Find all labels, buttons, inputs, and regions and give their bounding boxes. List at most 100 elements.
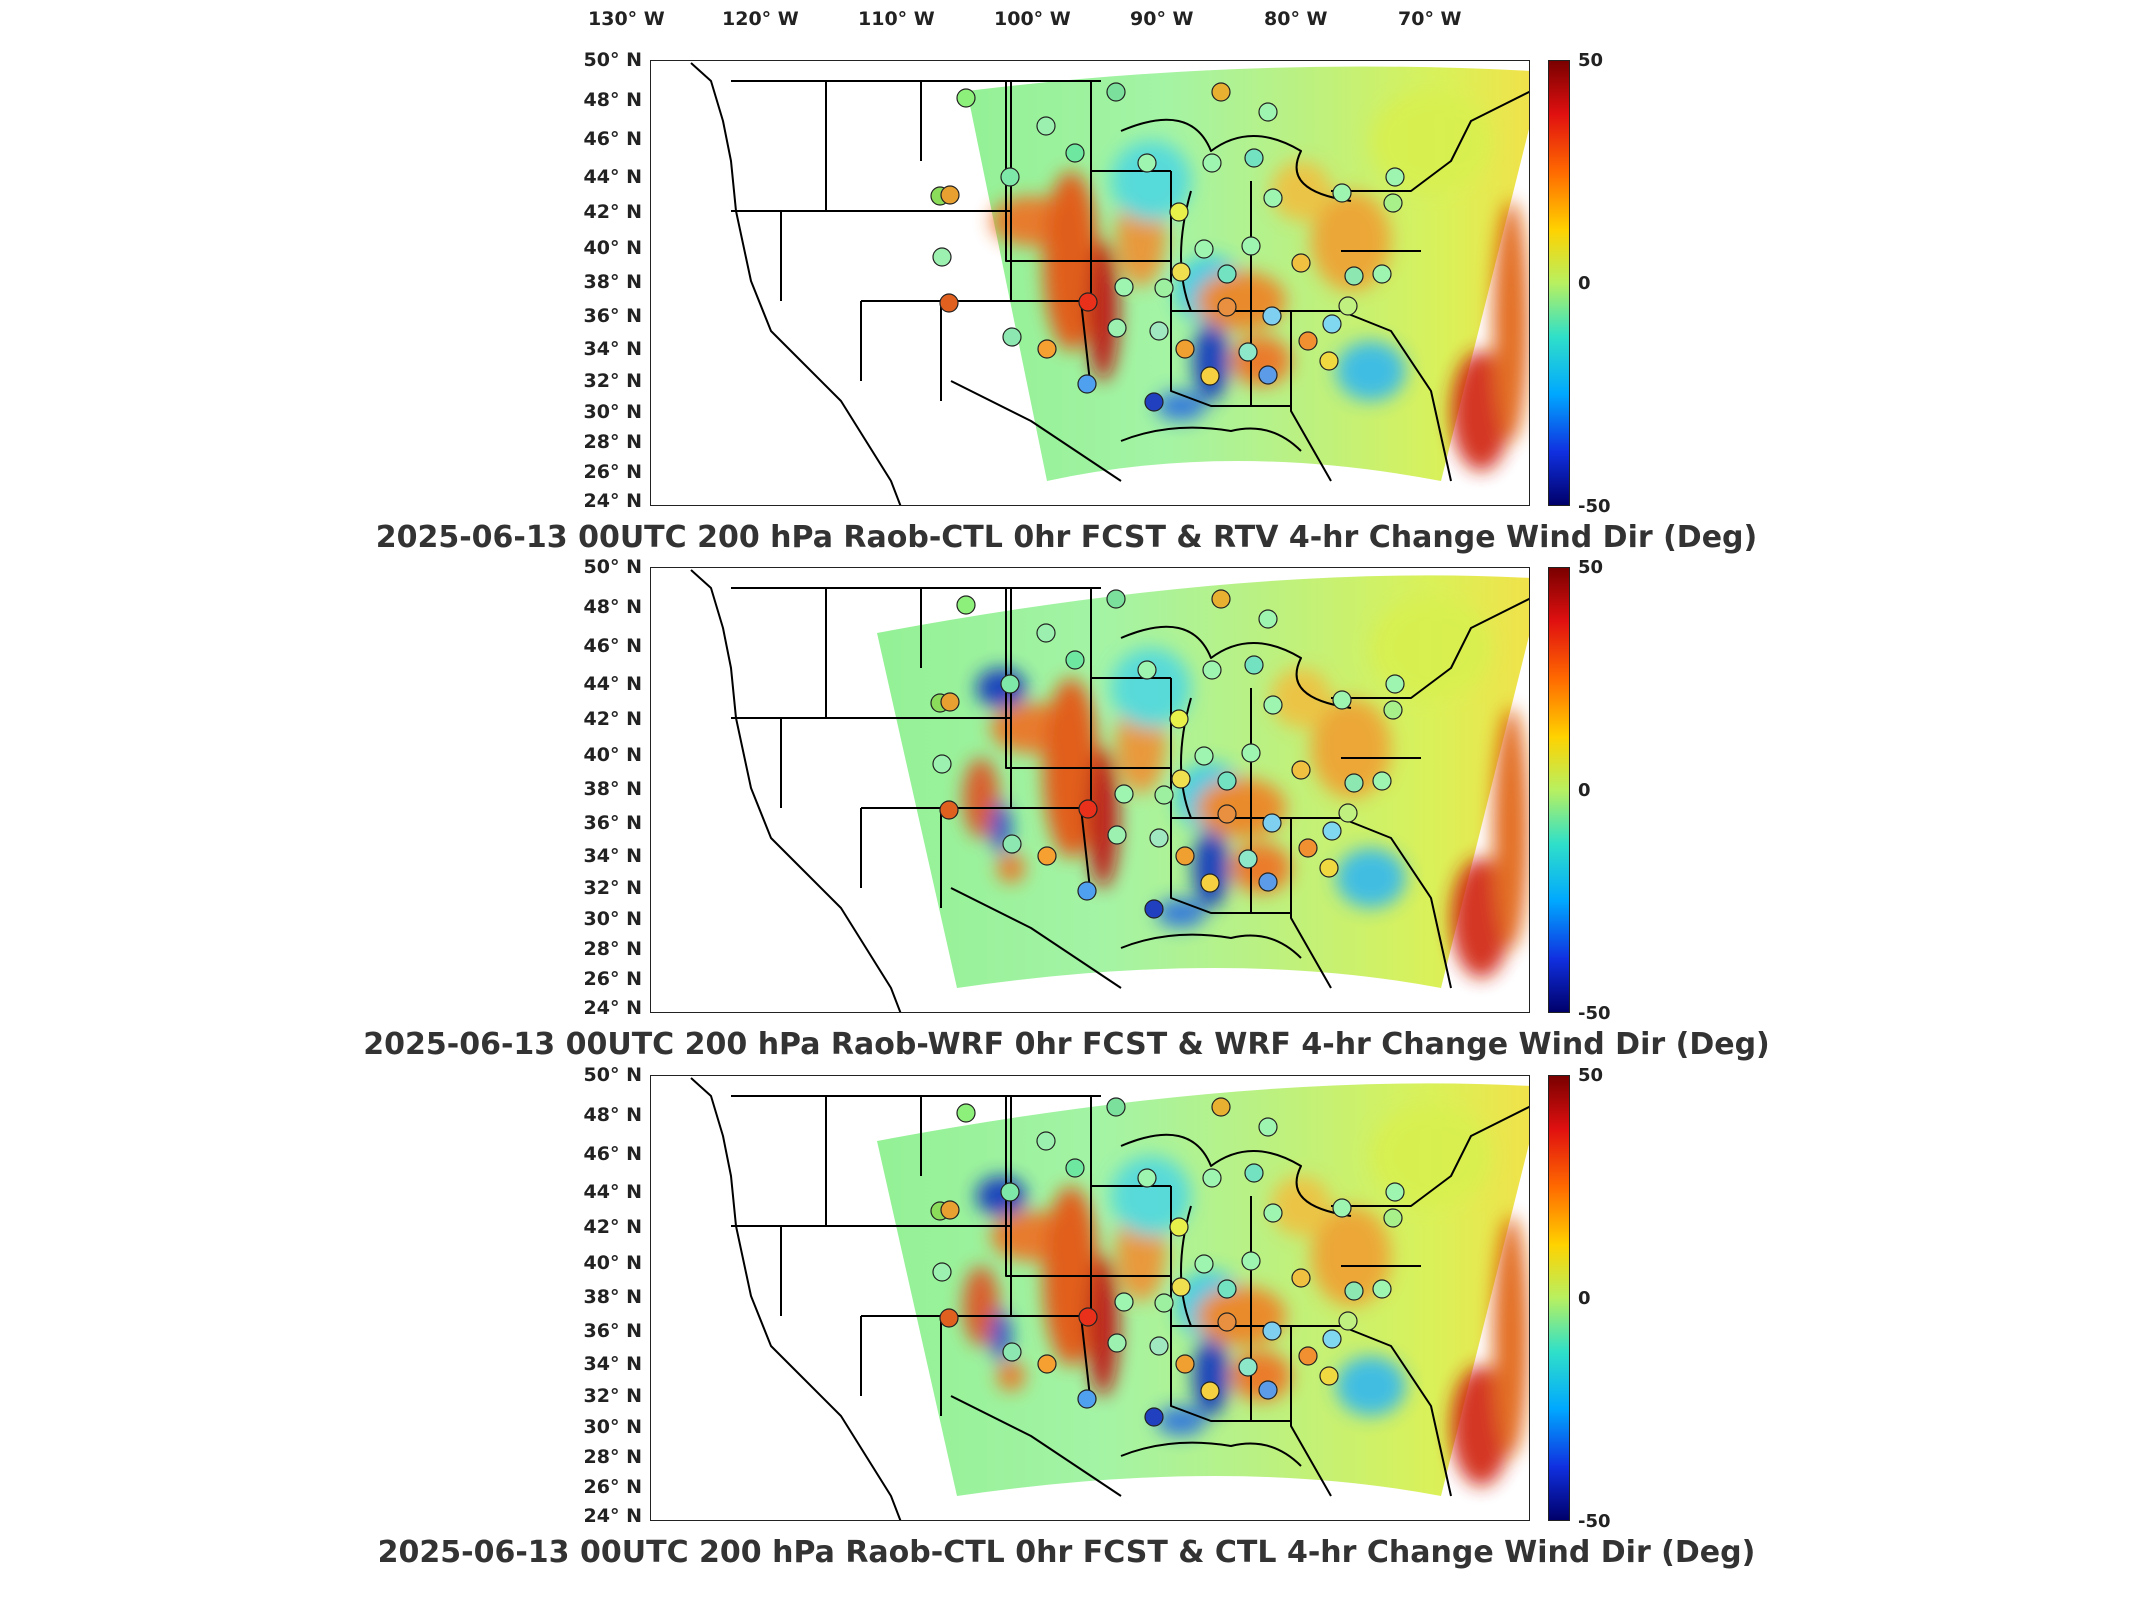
raob-station-marker: [1036, 1131, 1056, 1151]
raob-station-marker: [956, 595, 976, 615]
colorbar: [1548, 1075, 1570, 1521]
latitude-label: 50° N: [583, 49, 642, 71]
raob-station-marker: [1262, 1321, 1282, 1341]
raob-station-marker: [940, 692, 960, 712]
raob-station-marker: [956, 88, 976, 108]
raob-station-marker: [1211, 589, 1231, 609]
latitude-label: 32° N: [583, 1385, 642, 1407]
latitude-label: 44° N: [583, 1181, 642, 1203]
raob-station-marker: [1036, 116, 1056, 136]
raob-station-marker: [1319, 1366, 1339, 1386]
latitude-label: 50° N: [583, 556, 642, 578]
longitude-label: 130° W: [588, 8, 665, 30]
latitude-label: 48° N: [583, 1104, 642, 1126]
raob-station-marker: [1002, 327, 1022, 347]
raob-station-marker: [1263, 188, 1283, 208]
latitude-label: 38° N: [583, 778, 642, 800]
latitude-label: 32° N: [583, 370, 642, 392]
raob-station-marker: [1077, 881, 1097, 901]
raob-station-marker: [1149, 1336, 1169, 1356]
raob-station-marker: [1078, 799, 1098, 819]
raob-station-marker: [1154, 278, 1174, 298]
latitude-label: 40° N: [583, 1252, 642, 1274]
raob-station-marker: [1037, 1354, 1057, 1374]
raob-station-marker: [1238, 849, 1258, 869]
raob-station-marker: [1065, 143, 1085, 163]
latitude-label: 26° N: [583, 968, 642, 990]
latitude-label: 48° N: [583, 89, 642, 111]
colorbar: [1548, 60, 1570, 506]
latitude-label: 24° N: [583, 997, 642, 1019]
raob-station-marker: [1383, 193, 1403, 213]
latitude-label: 28° N: [583, 938, 642, 960]
raob-station-marker: [1171, 1277, 1191, 1297]
raob-station-marker: [1344, 1281, 1364, 1301]
raob-station-marker: [1244, 148, 1264, 168]
raob-station-marker: [1175, 339, 1195, 359]
map-svg: [690, 62, 1529, 505]
latitude-label: 24° N: [583, 490, 642, 512]
raob-station-marker: [1194, 746, 1214, 766]
latitude-label: 36° N: [583, 1320, 642, 1342]
raob-station-marker: [1114, 1292, 1134, 1312]
raob-station-marker: [1291, 760, 1311, 780]
raob-station-marker: [1372, 771, 1392, 791]
raob-station-marker: [1107, 825, 1127, 845]
latitude-label: 44° N: [583, 673, 642, 695]
raob-station-marker: [1000, 1182, 1020, 1202]
raob-station-marker: [1217, 1279, 1237, 1299]
latitude-label: 36° N: [583, 305, 642, 327]
latitude-label: 48° N: [583, 596, 642, 618]
panel-title: 2025-06-13 00UTC 200 hPa Raob-WRF 0hr FC…: [363, 1027, 1770, 1062]
latitude-label: 46° N: [583, 1143, 642, 1165]
latitude-label: 30° N: [583, 908, 642, 930]
raob-station-marker: [1077, 374, 1097, 394]
raob-station-marker: [1385, 1182, 1405, 1202]
longitude-label: 110° W: [858, 8, 935, 30]
raob-station-marker: [1106, 82, 1126, 102]
raob-station-marker: [1238, 342, 1258, 362]
latitude-label: 42° N: [583, 201, 642, 223]
latitude-label: 38° N: [583, 271, 642, 293]
raob-station-marker: [1137, 153, 1157, 173]
raob-station-marker: [940, 1200, 960, 1220]
raob-station-marker: [1169, 1217, 1189, 1237]
raob-station-marker: [940, 185, 960, 205]
raob-station-marker: [1137, 1168, 1157, 1188]
colorbar-max-label: 50: [1578, 1065, 1604, 1086]
raob-station-marker: [1372, 1279, 1392, 1299]
raob-station-marker: [1385, 674, 1405, 694]
colorbar-mid-label: 0: [1578, 273, 1591, 294]
raob-station-marker: [1154, 1293, 1174, 1313]
raob-station-marker: [1344, 266, 1364, 286]
raob-station-marker: [1258, 365, 1278, 385]
latitude-label: 28° N: [583, 1446, 642, 1468]
raob-station-marker: [1332, 183, 1352, 203]
raob-station-marker: [1065, 650, 1085, 670]
raob-station-marker: [1338, 296, 1358, 316]
raob-station-marker: [1194, 239, 1214, 259]
raob-station-marker: [939, 1308, 959, 1328]
raob-station-marker: [1217, 264, 1237, 284]
latitude-label: 30° N: [583, 1416, 642, 1438]
raob-station-marker: [939, 293, 959, 313]
raob-station-marker: [1217, 297, 1237, 317]
longitude-label: 80° W: [1264, 8, 1328, 30]
longitude-label: 100° W: [994, 8, 1071, 30]
raob-station-marker: [1078, 1307, 1098, 1327]
raob-station-marker: [1114, 277, 1134, 297]
raob-station-marker: [1322, 821, 1342, 841]
raob-station-marker: [932, 247, 952, 267]
raob-station-marker: [1002, 1342, 1022, 1362]
longitude-label: 90° W: [1130, 8, 1194, 30]
raob-station-marker: [1332, 690, 1352, 710]
raob-station-marker: [1200, 366, 1220, 386]
raob-station-marker: [1171, 769, 1191, 789]
raob-station-marker: [1078, 292, 1098, 312]
map-frame: [650, 60, 1530, 506]
raob-station-marker: [1149, 321, 1169, 341]
raob-station-marker: [1262, 813, 1282, 833]
raob-station-marker: [1065, 1158, 1085, 1178]
latitude-label: 34° N: [583, 845, 642, 867]
raob-station-marker: [1385, 167, 1405, 187]
